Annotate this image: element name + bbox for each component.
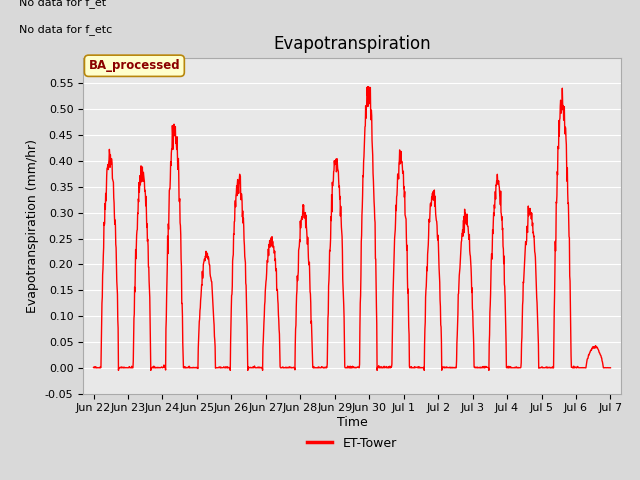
X-axis label: Time: Time	[337, 416, 367, 429]
Y-axis label: Evapotranspiration (mm/hr): Evapotranspiration (mm/hr)	[26, 139, 39, 312]
Title: Evapotranspiration: Evapotranspiration	[273, 35, 431, 53]
Text: No data for f_et: No data for f_et	[19, 0, 106, 8]
Legend: ET-Tower: ET-Tower	[302, 432, 402, 455]
Text: No data for f_etc: No data for f_etc	[19, 24, 112, 35]
Text: BA_processed: BA_processed	[88, 60, 180, 72]
